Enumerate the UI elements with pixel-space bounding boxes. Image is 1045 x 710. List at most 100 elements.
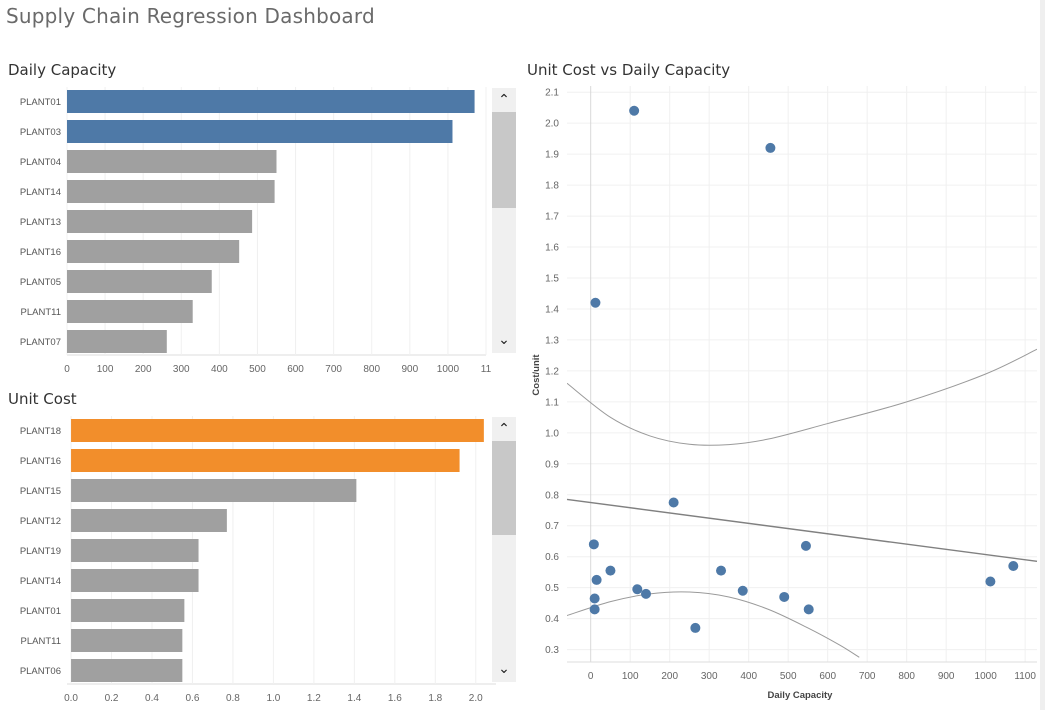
scatter-point (589, 593, 600, 604)
lower-confidence-band (567, 591, 860, 658)
bar (67, 120, 453, 143)
cost-panel-title: Unit Cost (8, 390, 77, 408)
x-tick-label: 1100 (1014, 671, 1036, 682)
category-label: PLANT13 (20, 217, 61, 228)
x-tick-label: 0.0 (64, 693, 78, 704)
bar (71, 479, 357, 502)
x-tick-label: 2.0 (469, 693, 483, 704)
bar (67, 240, 240, 263)
x-tick-label: 0 (588, 671, 594, 682)
capacity-scrollbar[interactable]: ⌃ ⌄ (492, 88, 516, 353)
scatter-point (668, 497, 679, 508)
bar (67, 270, 212, 293)
x-tick-label: 11 (481, 364, 492, 375)
y-tick-label: 0.6 (545, 552, 559, 563)
category-label: PLANT16 (20, 456, 61, 467)
y-tick-label: 0.4 (545, 614, 559, 625)
scatter-point (779, 591, 790, 602)
x-tick-label: 400 (740, 671, 757, 682)
bar (71, 599, 185, 622)
x-tick-label: 500 (780, 671, 797, 682)
bar (71, 629, 183, 652)
category-label: PLANT19 (20, 546, 61, 557)
category-label: PLANT11 (21, 636, 61, 647)
category-label: PLANT01 (20, 606, 61, 617)
y-tick-label: 1.3 (545, 335, 559, 346)
capacity-panel-title: Daily Capacity (8, 61, 117, 79)
scatter-point (632, 584, 643, 595)
x-tick-label: 300 (701, 671, 718, 682)
y-axis-title: Cost/unit (531, 354, 542, 396)
y-tick-label: 2.0 (545, 119, 559, 130)
scatter-point (589, 604, 600, 615)
capacity-scroll-down-icon[interactable]: ⌄ (498, 332, 510, 348)
y-tick-label: 1.4 (545, 304, 559, 315)
bar (71, 539, 199, 562)
dashboard-title: Supply Chain Regression Dashboard (6, 4, 375, 28)
cost-scroll-up-icon[interactable]: ⌃ (498, 421, 510, 437)
x-tick-label: 1.2 (307, 693, 321, 704)
x-tick-label: 1.6 (388, 693, 402, 704)
category-label: PLANT03 (20, 127, 61, 138)
scatter-point (588, 539, 599, 550)
bar (67, 210, 253, 233)
x-tick-label: 800 (898, 671, 915, 682)
x-tick-label: 1000 (975, 671, 998, 682)
x-tick-label: 0.2 (105, 693, 119, 704)
x-tick-label: 900 (401, 364, 418, 375)
y-tick-label: 0.7 (545, 521, 559, 532)
y-tick-label: 1.7 (545, 212, 559, 223)
y-tick-label: 0.3 (545, 645, 559, 656)
x-tick-label: 300 (173, 364, 190, 375)
bar (67, 180, 275, 203)
y-tick-label: 1.8 (545, 181, 559, 192)
x-axis-title: Daily Capacity (768, 690, 834, 701)
y-tick-label: 1.0 (545, 428, 559, 439)
cost-scroll-down-icon[interactable]: ⌄ (498, 661, 510, 677)
cost-scroll-thumb[interactable] (492, 441, 516, 535)
x-tick-label: 600 (819, 671, 836, 682)
scatter-point (737, 585, 748, 596)
category-label: PLANT14 (20, 576, 61, 587)
bar (71, 569, 199, 592)
x-tick-label: 400 (211, 364, 228, 375)
x-tick-label: 800 (363, 364, 380, 375)
x-tick-label: 1.8 (428, 693, 442, 704)
x-tick-label: 200 (661, 671, 678, 682)
scatter-point (591, 574, 602, 585)
x-tick-label: 1.4 (347, 693, 361, 704)
x-tick-label: 200 (135, 364, 152, 375)
scatter-point (690, 622, 701, 633)
scatter-point (800, 540, 811, 551)
category-label: PLANT06 (20, 666, 61, 677)
y-tick-label: 0.8 (545, 490, 559, 501)
x-tick-label: 1.0 (266, 693, 280, 704)
bar (71, 509, 227, 532)
x-tick-label: 0.8 (226, 693, 240, 704)
y-tick-label: 1.6 (545, 243, 559, 254)
capacity-scroll-up-icon[interactable]: ⌃ (498, 92, 510, 108)
scatter-point (716, 565, 727, 576)
x-tick-label: 600 (287, 364, 304, 375)
capacity-scroll-thumb[interactable] (492, 112, 516, 208)
scatter-point (803, 604, 814, 615)
y-tick-label: 2.1 (545, 88, 559, 99)
scatter-point (765, 142, 776, 153)
x-tick-label: 0.4 (145, 693, 159, 704)
bar (67, 150, 277, 173)
scatter-point (985, 576, 996, 587)
scatter-point (590, 297, 601, 308)
trend-line (566, 498, 1038, 563)
cost-scrollbar[interactable]: ⌃ ⌄ (492, 417, 516, 682)
scatter-point (605, 565, 616, 576)
y-tick-label: 1.1 (545, 397, 559, 408)
x-tick-label: 700 (325, 364, 342, 375)
bar (67, 300, 193, 323)
bar (71, 659, 183, 682)
scatter-point (629, 105, 640, 116)
category-label: PLANT14 (20, 187, 61, 198)
x-tick-label: 700 (859, 671, 876, 682)
y-tick-label: 1.9 (545, 150, 559, 161)
bar (71, 419, 484, 442)
y-tick-label: 0.5 (545, 583, 559, 594)
